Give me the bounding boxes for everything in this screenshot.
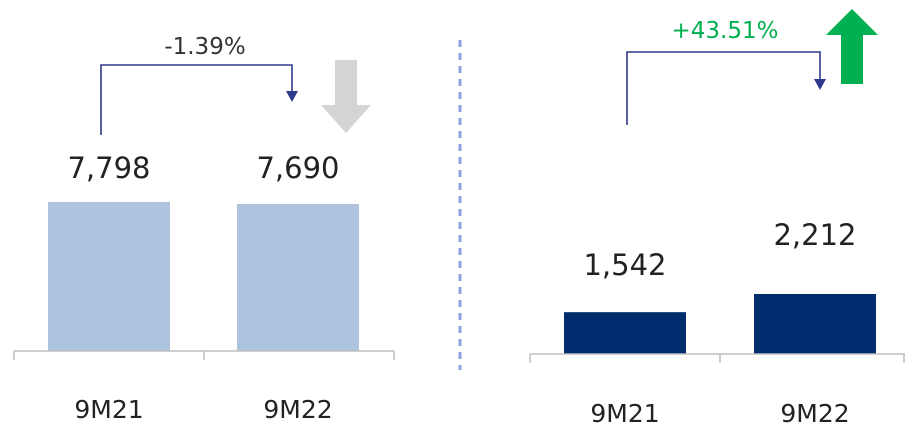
category-label-9m22: 9M22 — [780, 399, 849, 428]
right-chart: +43.51% 1,542 2,212 9M21 9M22 — [529, 9, 905, 428]
trend-down-arrow-icon — [321, 60, 371, 133]
change-percent-label: -1.39% — [164, 34, 245, 60]
bar-9m22 — [237, 204, 359, 351]
change-bracket — [100, 64, 293, 135]
value-label-9m21: 7,798 — [67, 151, 150, 185]
value-label-9m22: 2,212 — [773, 218, 856, 252]
bar-9m21 — [48, 202, 170, 351]
trend-up-arrow-icon — [826, 9, 878, 84]
bar-9m21 — [564, 312, 686, 354]
category-label-9m22: 9M22 — [263, 395, 332, 424]
change-percent-label: +43.51% — [672, 18, 779, 44]
change-bracket — [626, 51, 821, 125]
bracket-arrowhead — [286, 91, 298, 102]
category-label-9m21: 9M21 — [74, 395, 143, 424]
category-label-9m21: 9M21 — [590, 399, 659, 428]
value-label-9m21: 1,542 — [583, 248, 666, 282]
value-label-9m22: 7,690 — [256, 151, 339, 185]
bracket-arrowhead — [814, 79, 826, 90]
left-chart: -1.39% 7,798 7,690 9M21 9M22 — [13, 34, 395, 424]
bar-9m22 — [754, 294, 876, 354]
